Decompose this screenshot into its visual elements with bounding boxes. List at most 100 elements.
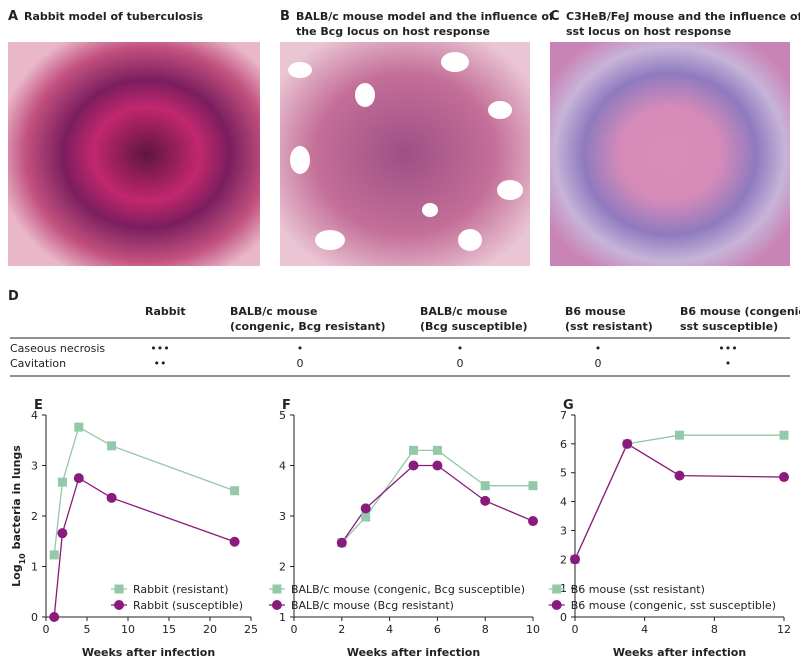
x-tick-label: 8 — [711, 623, 718, 636]
data-point — [528, 481, 538, 491]
table-cell: • — [457, 342, 464, 355]
column-header: BALB/c mouse — [420, 305, 508, 318]
y-tick-label: 4 — [31, 409, 38, 422]
y-tick-label: 0 — [560, 611, 567, 624]
table-cell: • — [595, 342, 602, 355]
micrograph — [280, 42, 530, 266]
column-header: B6 mouse — [565, 305, 626, 318]
x-tick-label: 20 — [203, 623, 217, 636]
table-cell: • — [297, 342, 304, 355]
series-line — [53, 426, 235, 555]
table-cell: 0 — [595, 357, 602, 370]
data-point — [49, 550, 59, 560]
data-point — [674, 470, 685, 481]
x-tick-label: 15 — [162, 623, 176, 636]
legend-marker — [552, 584, 562, 594]
column-header: sst susceptible) — [680, 320, 778, 333]
y-tick-label: 2 — [279, 561, 286, 574]
panel-title: sst locus on host response — [566, 25, 731, 38]
micrograph — [8, 42, 260, 266]
panel-letter: G — [563, 398, 574, 413]
panel-title: Rabbit model of tuberculosis — [24, 10, 203, 23]
y-tick-label: 2 — [560, 553, 567, 566]
x-tick-label: 5 — [84, 623, 91, 636]
column-header: BALB/c mouse — [230, 305, 318, 318]
data-point — [73, 473, 84, 484]
x-tick-label: 12 — [777, 623, 791, 636]
panel-title: C3HeB/FeJ mouse and the influence of the — [566, 10, 800, 23]
data-point — [570, 554, 580, 565]
legend-label: Rabbit (resistant) — [133, 583, 228, 596]
legend-label: BALB/c mouse (Bcg resistant) — [291, 599, 454, 612]
y-tick-label: 3 — [31, 460, 38, 473]
y-tick-label: 1 — [31, 561, 38, 574]
series-line — [53, 477, 235, 618]
data-point — [675, 430, 684, 440]
table-cell: 0 — [457, 357, 464, 370]
y-axis-title: Log10 bacteria in lungs — [10, 445, 27, 587]
data-point — [230, 486, 240, 496]
x-tick-label: 2 — [338, 623, 345, 636]
data-point — [779, 430, 789, 440]
y-tick-label: 4 — [279, 460, 286, 473]
legend-marker — [114, 600, 125, 610]
x-tick-label: 10 — [121, 623, 135, 636]
y-axis-title-part: bacteria in lungs — [10, 445, 23, 554]
column-header: Rabbit — [145, 305, 186, 318]
y-tick-label: 5 — [560, 467, 567, 480]
data-point — [432, 445, 442, 455]
y-tick-label: 3 — [560, 524, 567, 537]
column-header: (sst resistant) — [565, 320, 653, 333]
alveoli — [288, 52, 523, 251]
y-tick-label: 7 — [560, 409, 567, 422]
data-point — [360, 503, 371, 514]
x-tick-label: 4 — [641, 623, 648, 636]
micrograph — [550, 42, 790, 266]
table-cell: ••• — [150, 342, 169, 355]
row-label: Caseous necrosis — [10, 342, 105, 355]
series-line — [574, 442, 785, 560]
x-tick-label: 0 — [43, 623, 50, 636]
legend-label: BALB/c mouse (congenic, Bcg susceptible) — [291, 583, 525, 596]
y-tick-label: 4 — [560, 496, 567, 509]
series-line — [574, 434, 784, 560]
data-point — [480, 495, 491, 506]
x-axis-title: Weeks after infection — [347, 646, 480, 659]
data-point — [622, 438, 633, 449]
panel-letter: D — [8, 289, 19, 304]
y-axis-title-part: Log — [10, 564, 23, 586]
panel-letter: E — [34, 398, 43, 413]
x-tick-label: 10 — [526, 623, 540, 636]
data-point — [336, 537, 347, 548]
panel-letter: B — [280, 9, 290, 24]
data-point — [409, 445, 418, 455]
table-cell: • — [725, 357, 732, 370]
data-point — [361, 512, 371, 522]
y-tick-label: 2 — [31, 510, 38, 523]
column-header: (congenic, Bcg resistant) — [230, 320, 386, 333]
x-axis-title: Weeks after infection — [613, 646, 746, 659]
legend-marker — [114, 584, 124, 594]
panel-letter: A — [8, 9, 18, 24]
data-point — [49, 612, 60, 622]
data-point — [57, 477, 67, 487]
data-point — [408, 460, 419, 471]
data-point — [480, 481, 490, 491]
data-point — [107, 441, 117, 451]
data-point — [57, 528, 68, 539]
panel-title: BALB/c mouse model and the influence of — [296, 10, 554, 23]
table-cell: ••• — [718, 342, 737, 355]
panel-letter: C — [550, 9, 560, 24]
table-cell: 0 — [297, 357, 304, 370]
x-axis-title: Weeks after infection — [82, 646, 215, 659]
column-header: (Bcg susceptible) — [420, 320, 528, 333]
data-point — [229, 536, 240, 547]
data-point — [779, 472, 789, 483]
column-header: B6 mouse (congenic, — [680, 305, 800, 318]
data-point — [432, 460, 443, 471]
x-tick-label: 25 — [244, 623, 258, 636]
y-axis-title-part: 10 — [18, 553, 27, 565]
legend-marker — [272, 584, 282, 594]
legend-label: Rabbit (susceptible) — [133, 599, 243, 612]
